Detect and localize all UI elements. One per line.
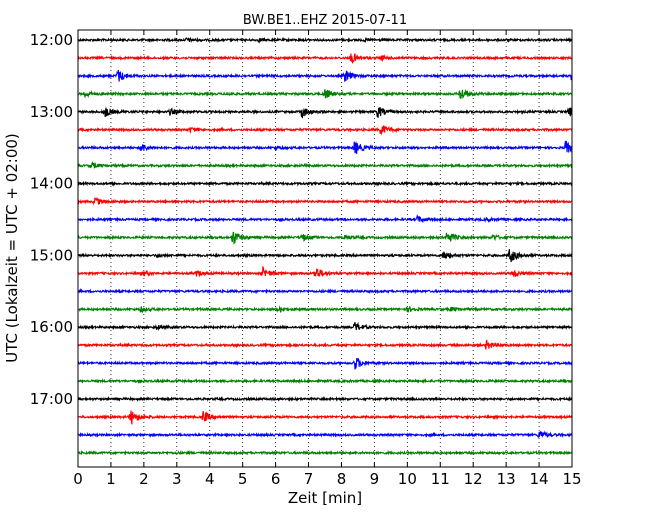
- x-tick-label: 9: [370, 470, 380, 488]
- seismic-trace: [77, 180, 573, 187]
- seismic-trace: [77, 53, 573, 64]
- seismic-trace: [77, 395, 573, 403]
- y-tick-label: 16:00: [30, 318, 73, 336]
- seismic-trace: [77, 377, 573, 385]
- x-tick-label: 7: [304, 470, 314, 488]
- seismic-trace: [77, 231, 573, 245]
- y-tick-label: 15:00: [30, 246, 73, 264]
- seismic-trace: [77, 107, 573, 119]
- x-tick-label: 13: [497, 470, 516, 488]
- seismic-trace: [77, 36, 573, 44]
- seismic-trace: [77, 265, 573, 278]
- plot-frame: [77, 29, 573, 468]
- traces: [77, 36, 573, 456]
- chart-title: BW.BE1..EHZ 2015-07-11: [243, 13, 407, 28]
- seismic-trace: [77, 430, 573, 439]
- seismic-trace: [77, 197, 573, 206]
- x-tick-label: 1: [106, 470, 116, 488]
- grid-lines: [110, 30, 540, 467]
- seismic-trace: [77, 339, 573, 350]
- x-tick-label: 12: [464, 470, 483, 488]
- x-axis: 0 1 2 3 4 5 6 7 8 9 10 11 12 13 14 15: [73, 30, 582, 488]
- seismic-trace: [77, 305, 573, 314]
- x-tick-label: 2: [139, 470, 149, 488]
- x-tick-label: 15: [562, 470, 581, 488]
- seismic-trace: [77, 410, 573, 425]
- y-tick-label: 12:00: [30, 31, 73, 49]
- seismic-trace: [77, 140, 573, 155]
- seismic-trace: [77, 214, 573, 224]
- y-axis-label: UTC (Lokalzeit = UTC + 02:00): [3, 133, 21, 363]
- x-tick-label: 5: [238, 470, 248, 488]
- seismic-trace: [77, 88, 573, 99]
- seismic-trace: [77, 321, 573, 332]
- x-tick-label: 6: [271, 470, 281, 488]
- seismic-trace: [77, 125, 573, 136]
- seismic-trace: [77, 248, 573, 263]
- x-axis-label: Zeit [min]: [288, 489, 362, 507]
- x-tick-label: 3: [172, 470, 182, 488]
- x-tick-label: 4: [205, 470, 215, 488]
- seismic-trace: [77, 357, 573, 370]
- x-tick-label: 14: [530, 470, 549, 488]
- seismic-trace: [77, 69, 573, 82]
- seismic-trace: [77, 161, 573, 169]
- y-tick-label: 17:00: [30, 390, 73, 408]
- x-tick-label: 0: [73, 470, 83, 488]
- y-axis: 12:00 13:00 14:00 15:00 16:00 17:00: [30, 31, 572, 408]
- x-tick-label: 10: [398, 470, 417, 488]
- seismic-trace: [77, 449, 573, 456]
- seismic-trace: [77, 288, 573, 295]
- x-tick-label: 11: [431, 470, 450, 488]
- y-tick-label: 13:00: [30, 103, 73, 121]
- y-tick-label: 14:00: [30, 175, 73, 193]
- x-tick-label: 8: [337, 470, 347, 488]
